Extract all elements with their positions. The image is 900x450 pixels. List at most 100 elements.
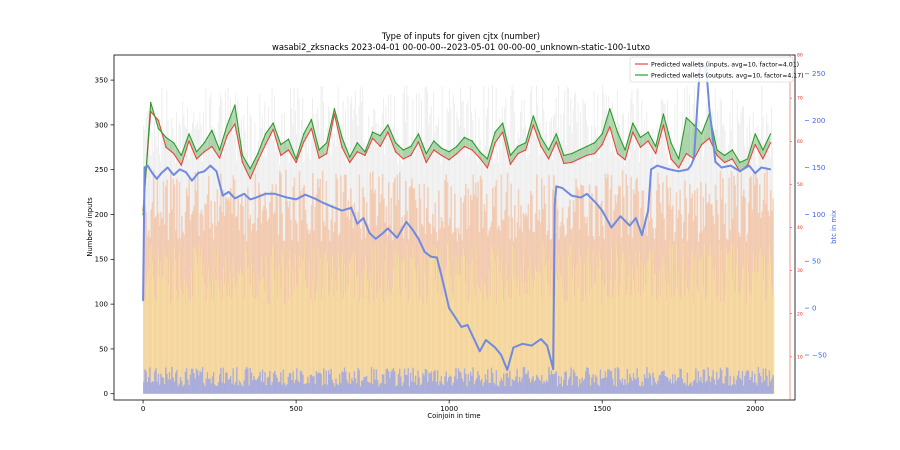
bar-blue (207, 378, 210, 394)
point-btc (143, 166, 146, 169)
bar-blue (700, 376, 702, 394)
bar-orange (618, 185, 620, 394)
bar-blue (525, 374, 527, 394)
bar-blue (642, 385, 645, 394)
bar-blue (210, 383, 213, 394)
bar-blue (678, 377, 680, 394)
y-axis-red: 10 20 30 40 50 60 70 80 (789, 53, 803, 400)
point-outputs (639, 136, 642, 139)
bar-blue (730, 385, 733, 394)
point-outputs (433, 140, 435, 142)
bar-blue (269, 371, 271, 394)
bar-blue (307, 376, 309, 394)
bar-blue (204, 386, 206, 394)
bar-blue (441, 383, 444, 394)
y2-axis-label: btc in mix (830, 210, 838, 244)
bar-blue (570, 367, 572, 394)
y-tick-label: 50 (99, 345, 108, 353)
bar-blue (717, 379, 719, 394)
point-btc (147, 164, 149, 167)
bar-blue (629, 374, 631, 394)
point-outputs (471, 140, 473, 142)
bar-blue (274, 370, 276, 394)
bar-blue (762, 368, 765, 394)
point-outputs (272, 122, 274, 124)
bar-blue (465, 374, 467, 394)
bar-blue (312, 376, 314, 394)
bar-orange (321, 170, 324, 394)
bar-blue (602, 378, 604, 394)
point-outputs (195, 151, 198, 153)
bar-blue (292, 371, 295, 394)
point-inputs (655, 152, 657, 155)
bar-blue (477, 371, 479, 394)
bar-blue (183, 384, 186, 394)
bar-blue (255, 380, 258, 394)
point-outputs (624, 149, 626, 151)
bar-blue (408, 386, 411, 394)
bar-orange (657, 172, 659, 394)
bar-blue (443, 385, 445, 394)
bar-blue (586, 367, 588, 394)
point-outputs (555, 133, 557, 135)
bar-blue (346, 379, 348, 394)
point-inputs (746, 164, 749, 166)
bar-blue (682, 383, 685, 394)
point-outputs (570, 152, 573, 155)
bar-blue (418, 377, 421, 394)
bar-blue (640, 386, 642, 394)
point-btc (595, 202, 597, 204)
bar-blue (496, 385, 499, 394)
point-btc (494, 346, 496, 349)
bar-blue (343, 367, 346, 394)
bar-blue (531, 379, 533, 394)
point-outputs (157, 127, 160, 130)
point-btc (234, 197, 236, 200)
bar-blue (362, 380, 364, 394)
point-btc (185, 171, 187, 173)
bar-orange (383, 198, 385, 394)
bar-blue (193, 373, 195, 394)
bar-blue (429, 373, 432, 394)
bar-blue (684, 382, 686, 394)
point-btc (375, 238, 377, 240)
point-outputs (616, 131, 619, 133)
bar-blue (756, 385, 759, 394)
point-inputs (379, 145, 381, 148)
bar-orange (540, 178, 543, 394)
bar-blue (238, 380, 241, 394)
bar-blue (154, 371, 156, 394)
bar-blue (432, 381, 434, 394)
bar-blue (394, 371, 396, 394)
bar-blue (227, 379, 230, 394)
point-inputs (303, 141, 305, 143)
bar-blue (609, 371, 612, 394)
bar-blue (455, 368, 457, 394)
bar-blue (425, 369, 428, 394)
bar-blue (491, 372, 494, 394)
bar-blue (507, 377, 510, 394)
point-inputs (479, 157, 481, 159)
bar-blue (260, 381, 263, 394)
bar-blue (767, 386, 770, 394)
point-outputs (341, 136, 343, 139)
bar-orange (419, 198, 422, 394)
bar-blue (179, 376, 182, 394)
bar-blue (330, 368, 332, 394)
point-btc (586, 193, 588, 195)
point-inputs (601, 143, 603, 146)
bar-blue (765, 368, 767, 394)
bar-blue (768, 370, 771, 394)
bar-orange (342, 191, 345, 394)
bar-blue (638, 385, 641, 394)
bar-blue (241, 384, 243, 394)
bar-orange (684, 180, 686, 394)
bar-blue (363, 376, 366, 394)
point-btc (610, 226, 613, 229)
bar-blue (607, 369, 609, 394)
bar-blue (565, 371, 568, 394)
y3-tick-label: 80 (797, 53, 803, 59)
point-outputs (448, 151, 450, 153)
point-outputs (218, 149, 221, 151)
bar-orange (474, 182, 477, 394)
